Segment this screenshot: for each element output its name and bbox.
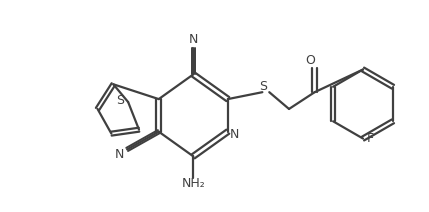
Text: S: S xyxy=(260,80,267,93)
Text: NH₂: NH₂ xyxy=(181,177,205,190)
Text: F: F xyxy=(366,132,374,145)
Text: O: O xyxy=(305,54,315,67)
Text: N: N xyxy=(115,148,124,161)
Text: N: N xyxy=(189,33,198,46)
Text: S: S xyxy=(116,93,124,107)
Text: N: N xyxy=(230,128,239,141)
